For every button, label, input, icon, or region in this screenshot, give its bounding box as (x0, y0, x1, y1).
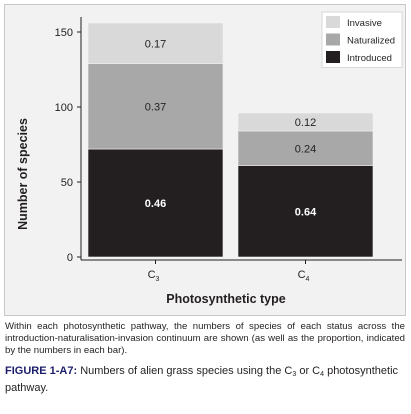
data-label-introduced-c4: 0.64 (295, 206, 317, 218)
bar-segment-invasive-c3 (87, 22, 224, 64)
bar-segment-introduced-c4 (237, 165, 374, 258)
y-tick-label: 50 (61, 177, 73, 189)
x-tick-subscript: 3 (156, 276, 160, 283)
legend-label-introduced: Introduced (347, 53, 392, 64)
legend-swatch-invasive (326, 16, 340, 28)
data-label-naturalized-c4: 0.24 (295, 143, 316, 155)
y-axis-title: Number of species (16, 118, 30, 230)
figure-caption: Within each photosynthetic pathway, the … (5, 321, 405, 357)
x-axis-title: Photosynthetic type (166, 292, 286, 306)
x-tick-subscript: 4 (306, 276, 310, 283)
legend-swatch-introduced (326, 51, 340, 63)
figure-frame: 0 50 100 150 C3 C4 0.46 0.37 0.17 0.64 0.24 0.12 I… (4, 4, 406, 316)
x-tick-label: C3 (148, 269, 160, 283)
y-tick-label: 100 (55, 102, 73, 114)
bar-segment-naturalized-c4 (237, 130, 374, 166)
data-label-invasive-c3: 0.17 (145, 38, 166, 50)
legend-label-naturalized: Naturalized (347, 36, 395, 47)
figure-title-text-3: photosynthetic pathway. (5, 365, 399, 394)
y-tick-label: 150 (55, 27, 73, 39)
data-label-naturalized-c3: 0.37 (145, 101, 166, 113)
y-tick-label: 0 (67, 252, 73, 264)
figure-title: FIGURE 1-A7: Numbers of alien grass spec… (5, 365, 405, 395)
legend-swatch-naturalized (326, 33, 340, 46)
data-label-invasive-c4: 0.12 (295, 117, 316, 129)
legend-label-invasive: Invasive (347, 18, 382, 29)
legend: Invasive Naturalized Introduced (321, 11, 403, 68)
figure-title-text-1: Numbers of alien grass species using the… (80, 365, 293, 377)
figure-title-sub-2: 4 (320, 371, 325, 378)
figure-title-sub-1: 3 (292, 371, 297, 378)
bar-segment-introduced-c3 (87, 148, 224, 258)
figure-title-text-2: or C (296, 365, 321, 377)
axes: 0 50 100 150 C3 C4 (55, 17, 402, 283)
bar-segment-invasive-c4 (237, 112, 374, 132)
bars: 0.46 0.37 0.17 0.64 0.24 0.12 (87, 22, 374, 258)
data-label-introduced-c3: 0.46 (145, 198, 166, 210)
figure-id: FIGURE 1-A7: (5, 365, 78, 377)
x-tick-label: C4 (298, 269, 310, 283)
stacked-bar-chart: 0 50 100 150 C3 C4 0.46 0.37 0.17 0.64 0.24 0.12 I… (16, 11, 403, 306)
